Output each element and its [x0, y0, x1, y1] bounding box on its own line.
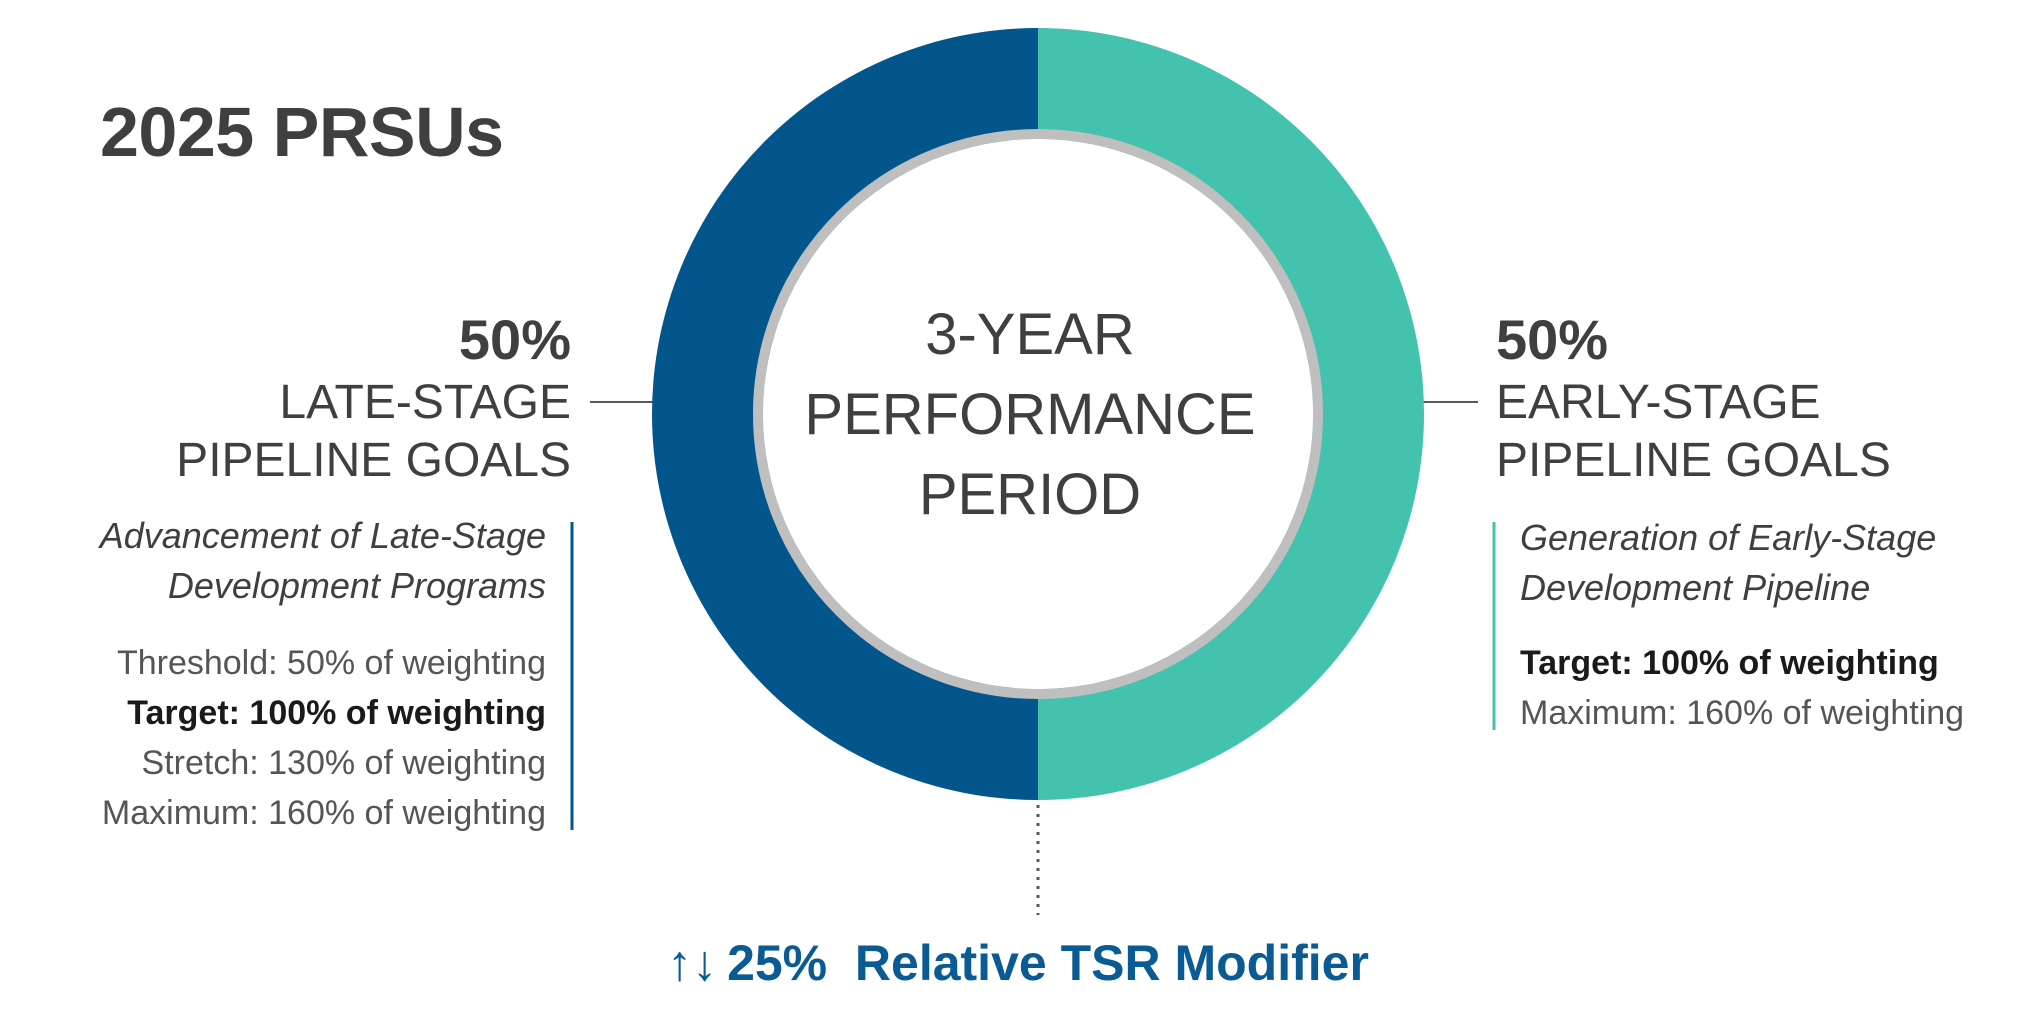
right-description: Generation of Early-Stage Development Pi…: [1520, 513, 1936, 613]
page-title: 2025 PRSUs: [100, 93, 504, 171]
right-level-target: Target: 100% of weighting: [1520, 644, 1939, 682]
left-percent: 50%: [458, 308, 571, 371]
right-desc-line-1: Generation of Early-Stage: [1520, 517, 1937, 558]
left-desc-line-1: Advancement of Late-Stage: [99, 515, 546, 556]
left-goal-block: 50% LATE-STAGE PIPELINE GOALS: [176, 312, 571, 490]
left-goal-line-2: PIPELINE GOALS: [176, 434, 571, 487]
center-line-3: PERIOD: [918, 462, 1142, 527]
tsr-modifier: ↑↓ 25% Relative TSR Modifier: [0, 934, 2036, 992]
left-level-maximum: Maximum: 160% of weighting: [101, 794, 546, 832]
up-down-arrows-icon: ↑↓: [667, 935, 718, 991]
center-line-2: PERFORMANCE: [804, 382, 1256, 447]
right-level-maximum: Maximum: 160% of weighting: [1520, 694, 1965, 732]
right-desc-line-2: Development Pipeline: [1520, 567, 1871, 608]
donut-segment-late-stage: [652, 28, 1038, 800]
left-desc-line-2: Development Programs: [167, 565, 546, 606]
right-levels: Target: 100% of weighting Maximum: 160% …: [1520, 638, 1964, 738]
tsr-modifier-label: 25% Relative TSR Modifier: [727, 935, 1369, 991]
center-line-1: 3-YEAR: [925, 302, 1135, 367]
left-level-threshold: Threshold: 50% of weighting: [116, 644, 546, 682]
donut-center: [763, 139, 1313, 689]
left-description: Advancement of Late-Stage Development Pr…: [100, 511, 546, 611]
left-level-target: Target: 100% of weighting: [127, 694, 546, 732]
left-level-stretch: Stretch: 130% of weighting: [141, 744, 546, 782]
center-label: 3-YEAR PERFORMANCE PERIOD: [770, 295, 1290, 535]
right-goal-line-1: EARLY-STAGE: [1496, 376, 1821, 429]
inner-ring: [753, 129, 1323, 699]
right-percent: 50%: [1496, 308, 1609, 371]
left-goal-line-1: LATE-STAGE: [279, 376, 571, 429]
right-goal-line-2: PIPELINE GOALS: [1496, 434, 1891, 487]
donut-segment-early-stage: [1038, 28, 1424, 800]
right-goal-block: 50% EARLY-STAGE PIPELINE GOALS: [1496, 312, 1891, 490]
left-levels: Threshold: 50% of weighting Target: 100%…: [102, 638, 546, 838]
